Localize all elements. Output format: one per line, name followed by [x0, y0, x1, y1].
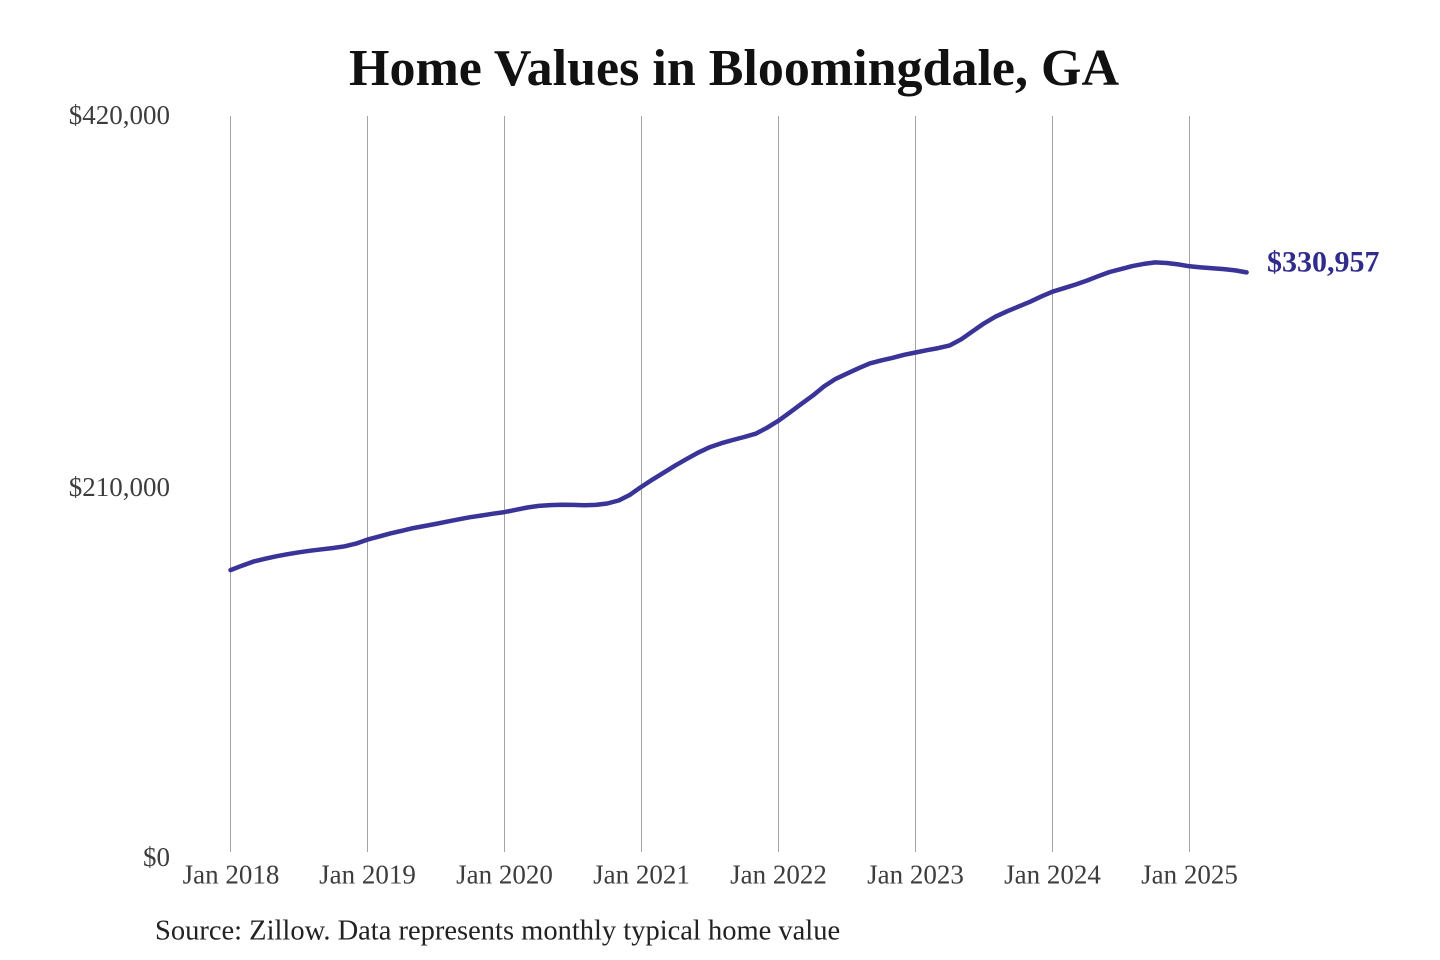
- svg-text:Jan 2020: Jan 2020: [456, 860, 553, 890]
- svg-text:Jan 2024: Jan 2024: [1004, 860, 1101, 890]
- svg-text:$0: $0: [143, 842, 170, 872]
- svg-text:Jan 2023: Jan 2023: [867, 860, 964, 890]
- svg-text:Home Values in Bloomingdale, G: Home Values in Bloomingdale, GA: [349, 40, 1119, 97]
- svg-text:Jan 2019: Jan 2019: [319, 860, 416, 890]
- svg-text:Jan 2022: Jan 2022: [730, 860, 827, 890]
- svg-text:$330,957: $330,957: [1267, 246, 1380, 279]
- svg-text:$210,000: $210,000: [69, 472, 170, 502]
- svg-text:Jan 2025: Jan 2025: [1141, 860, 1238, 890]
- svg-text:Source: Zillow. Data represent: Source: Zillow. Data represents monthly …: [155, 916, 840, 947]
- svg-text:Jan 2018: Jan 2018: [183, 860, 280, 890]
- svg-text:$420,000: $420,000: [69, 100, 170, 130]
- svg-text:Jan 2021: Jan 2021: [593, 860, 690, 890]
